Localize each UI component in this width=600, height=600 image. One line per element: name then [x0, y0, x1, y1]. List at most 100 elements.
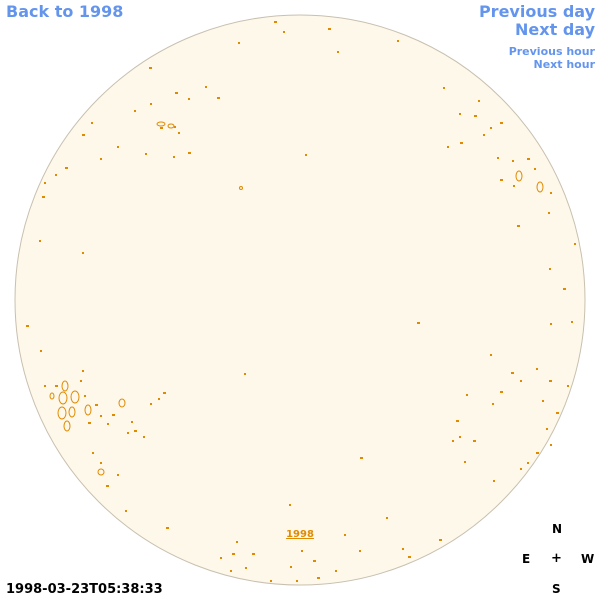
magnetic-fragment — [220, 557, 222, 559]
magnetic-fragment — [274, 21, 277, 23]
magnetic-fragment — [100, 415, 102, 417]
magnetic-fragment — [117, 146, 119, 148]
magnetic-fragment — [44, 385, 46, 387]
magnetic-fragment — [459, 436, 461, 438]
compass-center-marker: + — [551, 551, 562, 566]
magnetic-fragment — [44, 182, 46, 184]
magnetic-fragment — [236, 541, 238, 543]
magnetic-fragment — [230, 570, 232, 572]
magnetic-fragment — [205, 86, 207, 88]
magnetic-fragment — [571, 321, 573, 323]
magnetic-fragment — [512, 160, 514, 162]
magnetic-fragment — [490, 127, 492, 129]
magnetic-fragment — [511, 372, 514, 374]
previous-hour-link[interactable]: Previous hour — [508, 45, 595, 58]
magnetic-fragment — [106, 485, 109, 487]
magnetic-fragment — [134, 110, 136, 112]
magnetic-fragment — [500, 179, 503, 181]
magnetic-fragment — [270, 580, 272, 582]
magnetic-fragment — [175, 92, 178, 94]
magnetic-fragment — [166, 527, 169, 529]
magnetic-fragment — [456, 420, 459, 422]
magnetic-fragment — [490, 354, 492, 356]
magnetic-fragment — [546, 428, 548, 430]
magnetic-fragment — [296, 580, 298, 582]
magnetic-fragment — [88, 422, 91, 424]
magnetic-fragment — [174, 126, 176, 128]
magnetic-fragment — [567, 385, 569, 387]
magnetic-fragment — [443, 87, 445, 89]
magnetic-fragment — [492, 403, 494, 405]
magnetic-fragment — [500, 122, 503, 124]
compass-north-label: N — [552, 522, 563, 536]
magnetic-fragment — [337, 51, 339, 53]
magnetic-fragment — [163, 392, 166, 394]
magnetic-fragment — [563, 288, 566, 290]
magnetic-fragment — [313, 560, 316, 562]
magnetic-fragment — [550, 323, 552, 325]
previous-day-link[interactable]: Previous day — [478, 2, 595, 21]
magnetic-fragment — [117, 474, 119, 476]
magnetic-fragment — [478, 100, 480, 102]
magnetic-fragment — [100, 158, 102, 160]
magnetic-fragment — [520, 468, 522, 470]
magnetic-fragment — [289, 504, 291, 506]
magnetic-fragment — [283, 31, 285, 33]
magnetic-fragment — [65, 167, 68, 169]
magnetic-fragment — [188, 152, 191, 154]
magnetic-fragment — [328, 28, 331, 30]
magnetic-fragment — [55, 174, 57, 176]
magnetic-fragment — [417, 322, 420, 324]
magnetic-fragment — [149, 67, 152, 69]
magnetic-fragment — [125, 510, 127, 512]
magnetic-fragment — [127, 432, 129, 434]
magnetic-fragment — [143, 436, 145, 438]
magnetic-fragment — [397, 40, 399, 42]
next-hour-link[interactable]: Next hour — [533, 58, 596, 71]
magnetic-fragment — [527, 158, 530, 160]
magnetic-fragment — [145, 153, 147, 155]
magnetic-fragment — [466, 394, 468, 396]
magnetic-fragment — [556, 412, 559, 414]
magnetic-fragment — [131, 421, 133, 423]
year-link[interactable]: 1998 — [286, 529, 314, 540]
magnetic-fragment — [500, 391, 503, 393]
magnetic-fragment — [386, 517, 388, 519]
observation-timestamp: 1998-03-23T05:38:33 — [6, 582, 163, 597]
magnetic-fragment — [520, 380, 522, 382]
magnetic-fragment — [497, 157, 499, 159]
magnetic-fragment — [244, 373, 246, 375]
magnetic-fragment — [408, 556, 411, 558]
magnetic-fragment — [39, 240, 41, 242]
magnetic-fragment — [26, 325, 29, 327]
compass-east-label: E — [522, 552, 531, 566]
magnetic-fragment — [188, 98, 190, 100]
magnetic-fragment — [464, 461, 466, 463]
back-to-year-link[interactable]: Back to 1998 — [6, 2, 124, 21]
magnetic-fragment — [178, 132, 180, 134]
magnetic-fragment — [536, 452, 539, 454]
magnetic-fragment — [82, 134, 85, 136]
magnetic-fragments — [26, 21, 576, 582]
magnetic-fragment — [160, 127, 163, 129]
next-day-link[interactable]: Next day — [515, 20, 595, 39]
magnetic-fragment — [217, 97, 220, 99]
magnetic-fragment — [483, 134, 485, 136]
magnetic-fragment — [550, 444, 552, 446]
magnetic-fragment — [55, 385, 58, 387]
magnetic-fragment — [100, 462, 102, 464]
magnetic-fragment — [550, 192, 552, 194]
magnetic-fragment — [95, 404, 98, 406]
magnetic-fragment — [459, 113, 461, 115]
magnetic-fragment — [359, 550, 361, 552]
magnetic-contours — [49, 121, 544, 476]
magnetic-fragment — [517, 225, 520, 227]
magnetic-fragment — [305, 154, 307, 156]
svg-text:1998: 1998 — [286, 529, 314, 540]
magnetic-fragment — [107, 423, 109, 425]
magnetic-fragment — [91, 122, 93, 124]
magnetic-fragment — [317, 577, 320, 579]
magnetic-fragment — [82, 370, 84, 372]
magnetic-fragment — [134, 430, 137, 432]
